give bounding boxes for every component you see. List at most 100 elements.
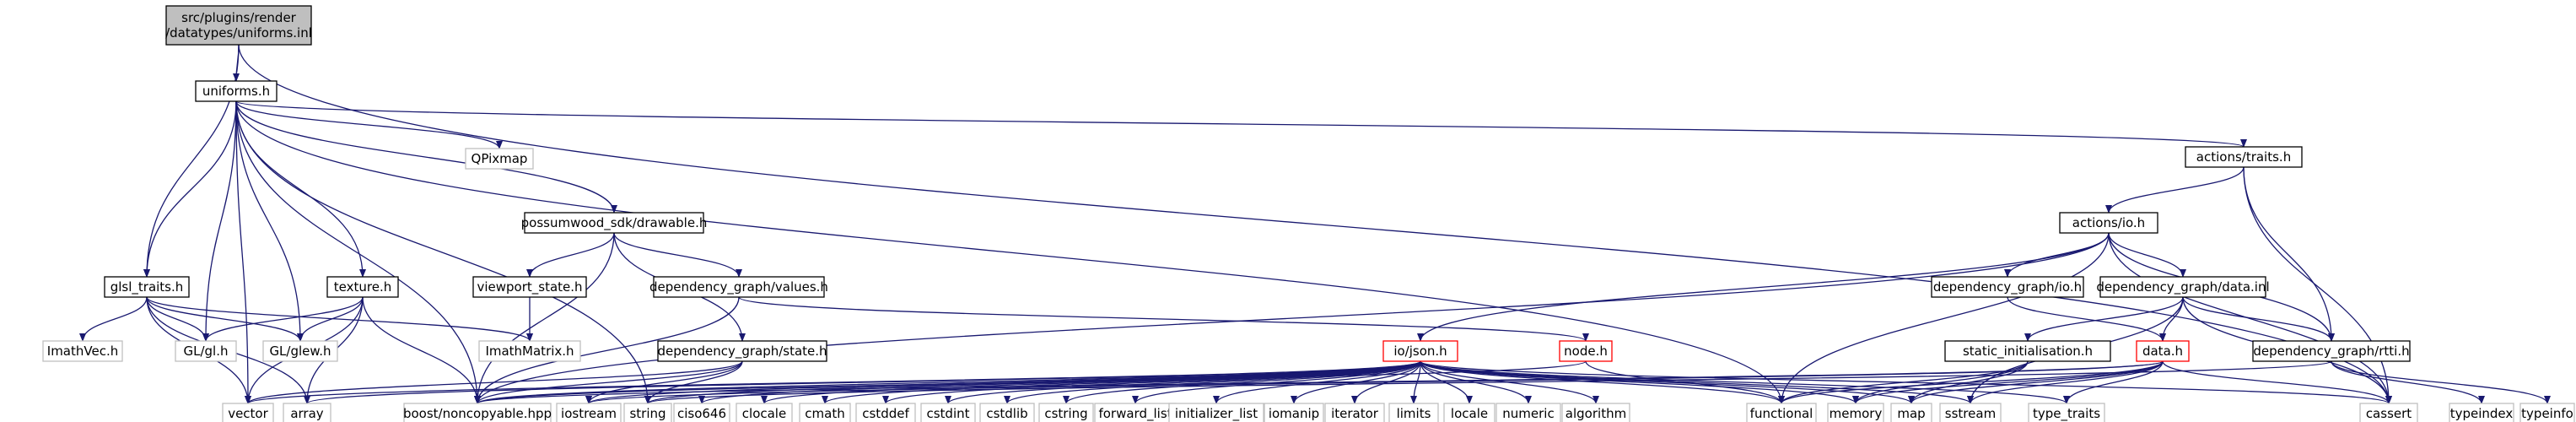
edge-uniforms_h-to-vector: [235, 100, 251, 404]
edge-drawable_h-to-values_h: [613, 232, 742, 278]
node-drawable-h[interactable]: possumwood_sdk/drawable.h: [521, 212, 708, 234]
node-box: [1827, 403, 1884, 422]
node-viewport-state-h[interactable]: viewport_state.h: [472, 276, 587, 298]
node-box: [222, 403, 274, 422]
node-box: [1038, 403, 1094, 422]
edge-texture_h-to-noncopyable: [362, 296, 481, 404]
node-label: cstddef: [862, 406, 909, 421]
edge-uniforms_h-to-noncopyable: [235, 100, 481, 404]
node-actions-traits-h[interactable]: actions/traits.h: [2185, 146, 2303, 168]
node-texture-h[interactable]: texture.h: [326, 276, 399, 298]
node-dg-io-h[interactable]: dependency_graph/io.h: [1931, 276, 2084, 298]
node-data-inl[interactable]: dependency_graph/data.inl: [2096, 276, 2270, 298]
edge-io_json_h-to-iterator: [1351, 360, 1421, 404]
node-iomanip: iomanip: [1264, 403, 1324, 422]
node-label: uniforms.h: [202, 84, 270, 99]
node-box: [799, 403, 851, 422]
node-label: array: [290, 406, 323, 421]
edge-io_json_h-to-forward_list: [1132, 360, 1421, 404]
node-label: iterator: [1331, 406, 1379, 421]
edge-io_json_h-to-cassert: [1420, 360, 2392, 404]
edge-actions_io_h-to-functional: [1778, 232, 2110, 404]
node-initializer-list: initializer_list: [1168, 403, 1264, 422]
node-actions-io-h[interactable]: actions/io.h: [2059, 212, 2158, 234]
node-label: dependency_graph/rtti.h: [2253, 344, 2409, 360]
node-box: [175, 340, 237, 362]
node-box: [1443, 403, 1495, 422]
node-label: numeric: [1502, 406, 1554, 421]
edge-rtti_h-to-typeindex: [2331, 360, 2485, 404]
edge-texture_h-to-gl_glew_h: [297, 296, 364, 342]
node-label: ciso646: [677, 406, 726, 421]
node-box: [2099, 276, 2266, 298]
node-box: [1746, 403, 1817, 422]
edge-data_inl-to-rtti_h: [2182, 296, 2335, 342]
edge-io_json_h-to-initializer_list: [1213, 360, 1421, 404]
edge-io_json_h-to-cstring: [1063, 360, 1421, 404]
node-label: iostream: [561, 406, 617, 421]
edge-io_json_h-to-type_traits: [1420, 360, 2070, 404]
node-glsl-traits-h[interactable]: glsl_traits.h: [104, 276, 190, 298]
node-box: [42, 340, 123, 362]
node-box: [1264, 403, 1324, 422]
edge-uniforms_h-to-actions_traits_h: [235, 100, 2247, 148]
node-label: initializer_list: [1175, 406, 1258, 422]
node-typeinfo: typeinfo: [2519, 403, 2575, 422]
edge-state_h-to-iostream: [585, 360, 743, 404]
edge-data_h-to-type_traits: [2063, 360, 2164, 404]
node-label: type_traits: [2033, 406, 2100, 422]
edge-drawable_h-to-noncopyable: [474, 232, 615, 404]
node-label: viewport_state.h: [477, 279, 582, 295]
edge-io_json_h-to-cstdlib: [1004, 360, 1421, 404]
node-box: [104, 276, 190, 298]
node-static-init-h[interactable]: static_initialisation.h: [1944, 340, 2111, 362]
node-values-h[interactable]: dependency_graph/values.h: [649, 276, 828, 298]
edge-texture_h-to-gl_gl_h: [202, 296, 364, 342]
node-algorithm: algorithm: [1561, 403, 1630, 422]
node-ciso646: ciso646: [673, 403, 730, 422]
node-box: [2449, 403, 2514, 422]
node-vector: vector: [222, 403, 274, 422]
node-io-json-h[interactable]: io/json.h: [1382, 340, 1458, 362]
node-state-h[interactable]: dependency_graph/state.h: [657, 340, 827, 362]
node-box: [2359, 403, 2418, 422]
edge-io_json_h-to-limits: [1410, 360, 1421, 404]
node-box: [1495, 403, 1561, 422]
node-box: [623, 403, 672, 422]
node-box: [1382, 340, 1458, 362]
node-node-h[interactable]: node.h: [1559, 340, 1613, 362]
node-label: dependency_graph/data.inl: [2096, 279, 2269, 295]
node-label: cstdlib: [986, 406, 1027, 421]
node-box: [1559, 340, 1613, 362]
node-root[interactable]: src/plugins/render/datatypes/uniforms.in…: [165, 5, 312, 46]
node-box: [283, 403, 331, 422]
edge-actions_io_h-to-io_json_h: [1417, 232, 2110, 342]
edge-io_json_h-to-numeric: [1420, 360, 1532, 404]
node-rtti-h[interactable]: dependency_graph/rtti.h: [2252, 340, 2411, 362]
node-label: memory: [1830, 406, 1883, 421]
node-label: vector: [228, 406, 268, 421]
node-box: [262, 340, 338, 362]
node-label: texture.h: [334, 279, 391, 295]
node-limits: limits: [1388, 403, 1439, 422]
node-label: cassert: [2366, 406, 2412, 421]
edge-rtti_h-to-string: [644, 360, 2332, 404]
node-label: glsl_traits.h: [110, 279, 184, 295]
node-type-traits: type_traits: [2028, 403, 2105, 422]
edge-values_h-to-node_h: [738, 296, 1589, 342]
node-data-h[interactable]: data.h: [2136, 340, 2190, 362]
node-label: functional: [1750, 406, 1813, 421]
node-cmath: cmath: [799, 403, 851, 422]
node-label: typeindex: [2450, 406, 2514, 421]
node-box: [2519, 403, 2575, 422]
edge-dg_io_h-to-data_h: [2007, 296, 2166, 342]
node-sstream: sstream: [1939, 403, 2002, 422]
edge-data_h-to-memory: [1852, 360, 2164, 404]
node-box: [653, 276, 825, 298]
node-label: boost/noncopyable.hpp: [403, 406, 552, 421]
node-label: cstdint: [926, 406, 969, 421]
node-uniforms-h[interactable]: uniforms.h: [195, 80, 278, 102]
edge-static_init_h-to-memory: [1852, 360, 2029, 404]
node-label: dependency_graph/values.h: [649, 279, 828, 295]
node-label: QPixmap: [472, 151, 528, 166]
